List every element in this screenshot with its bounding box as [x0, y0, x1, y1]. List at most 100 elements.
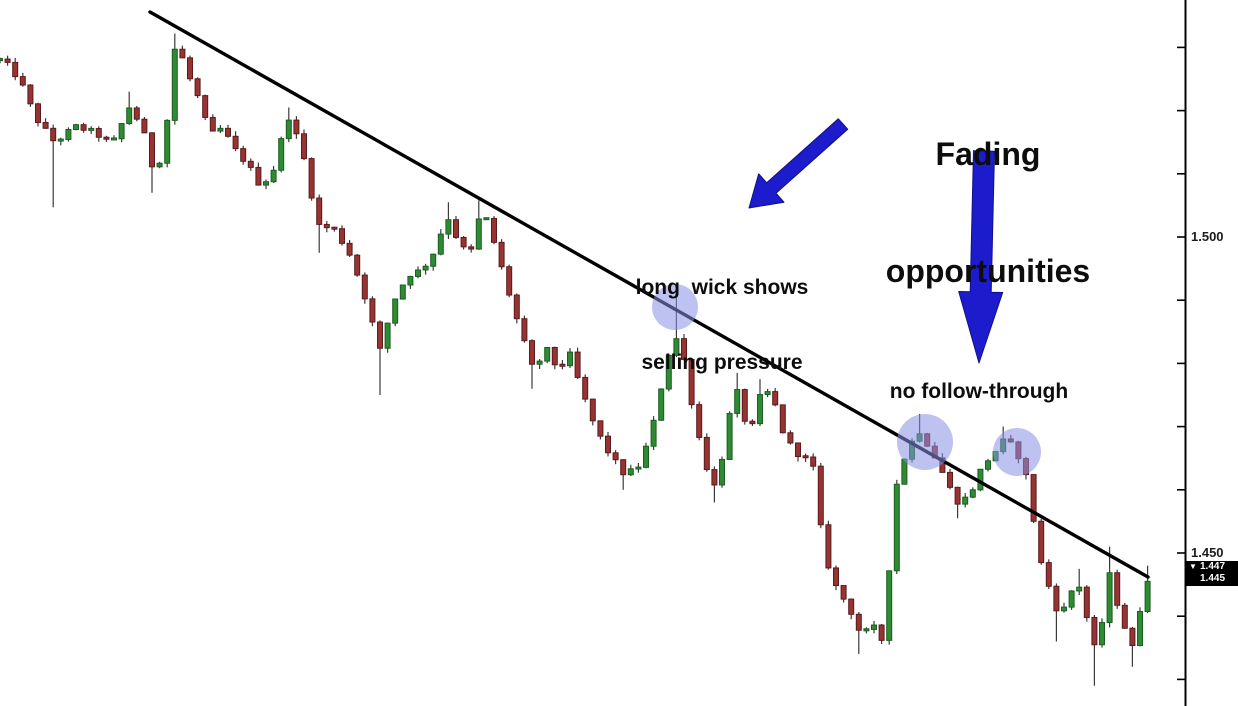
bull-candle: [392, 298, 399, 324]
bull-candle: [164, 119, 171, 164]
down-triangle-icon: ▼: [1189, 562, 1197, 572]
bull-candle: [399, 284, 406, 300]
bull-candle: [985, 460, 991, 470]
highlight-circle: [897, 414, 953, 470]
bear-candle: [1121, 604, 1128, 629]
bear-candle: [681, 338, 687, 360]
bull-candle: [658, 388, 665, 421]
bear-candle: [1045, 562, 1052, 587]
bull-candle: [764, 391, 771, 396]
arrow-to-no-follow-icon: [958, 150, 1004, 364]
bear-candle: [141, 118, 148, 134]
bear-candle: [453, 219, 459, 238]
bear-candle: [741, 389, 748, 422]
bull-candle: [0, 58, 3, 62]
bear-candle: [316, 197, 323, 225]
bear-candle: [19, 76, 26, 86]
bear-candle: [513, 294, 520, 320]
bear-candle: [255, 166, 262, 186]
bull-candle: [1137, 611, 1143, 647]
bull-candle: [627, 468, 634, 476]
bull-candle: [111, 137, 117, 141]
bull-candle: [734, 389, 741, 414]
bull-candle: [1106, 572, 1113, 623]
bear-candle: [1129, 627, 1136, 647]
bear-candle: [103, 136, 110, 140]
bear-candle: [202, 95, 209, 118]
candles-layer: [0, 33, 1151, 686]
price-label-1450: 1.450: [1191, 545, 1224, 560]
bear-candle: [42, 121, 49, 129]
bull-candle: [278, 138, 285, 171]
bull-candle: [57, 138, 64, 142]
bear-candle: [1030, 474, 1037, 522]
bear-candle: [301, 133, 307, 160]
bull-candle: [893, 483, 900, 572]
bear-candle: [95, 128, 102, 138]
bear-candle: [582, 376, 589, 400]
bear-candle: [772, 391, 779, 406]
bear-candle: [491, 217, 497, 243]
bull-candle: [886, 570, 893, 641]
bear-candle: [506, 266, 513, 296]
bull-candle: [969, 489, 976, 498]
bear-candle: [27, 84, 34, 105]
bear-candle: [308, 158, 315, 199]
bear-candle: [4, 58, 11, 63]
bull-candle: [650, 419, 657, 447]
current-price-box: ▼ 1.447 1.445: [1186, 561, 1238, 587]
bull-candle: [719, 458, 725, 486]
bear-candle: [149, 132, 155, 168]
bear-candle: [377, 321, 383, 349]
bear-candle: [1083, 586, 1090, 618]
bull-candle: [217, 127, 224, 132]
bear-candle: [612, 452, 619, 461]
bear-candle: [369, 298, 376, 323]
bull-candle: [263, 181, 269, 186]
bull-candle: [1076, 586, 1083, 592]
bull-candle: [415, 269, 421, 277]
bear-candle: [194, 78, 201, 97]
highlight-circles-layer: [652, 284, 1041, 476]
bull-candle: [643, 445, 649, 468]
bear-candle: [810, 456, 817, 467]
bear-candle: [878, 624, 885, 641]
bull-candle: [673, 338, 680, 356]
bear-candle: [688, 358, 695, 406]
bear-candle: [817, 465, 824, 526]
bull-candle: [88, 127, 95, 131]
bear-candle: [346, 242, 353, 256]
bear-candle: [605, 435, 611, 454]
bull-candle: [1061, 606, 1067, 612]
bull-candle: [422, 265, 429, 271]
fading-line-1: Fading: [935, 136, 1041, 172]
bear-candle: [498, 241, 505, 268]
bear-candle: [521, 318, 528, 342]
bull-candle: [156, 162, 163, 168]
price-box-value-top: 1.447: [1200, 561, 1226, 573]
bull-candle: [437, 233, 444, 255]
bear-candle: [240, 148, 247, 162]
bull-candle: [126, 107, 133, 125]
descending-trendline: [148, 10, 1150, 579]
bull-candle: [871, 624, 877, 630]
highlight-circle: [652, 284, 698, 330]
bull-candle: [726, 412, 733, 460]
bear-candle: [787, 432, 794, 444]
bull-candle: [118, 123, 125, 140]
bull-candle: [567, 351, 573, 367]
bull-candle: [1099, 621, 1105, 646]
arrow-to-long-wick-icon: [748, 118, 849, 209]
bull-candle: [901, 458, 908, 485]
bear-candle: [589, 398, 596, 422]
bear-candle: [947, 471, 953, 488]
bear-candle: [696, 404, 703, 438]
fading-line-2: opportunities: [885, 253, 1091, 289]
price-box-values: 1.447 1.445: [1200, 561, 1225, 585]
bear-candle: [1114, 572, 1121, 606]
bear-candle: [620, 459, 627, 476]
long-wick-line-2: selling pressure: [641, 351, 803, 374]
bear-candle: [50, 127, 57, 142]
bear-candle: [1091, 616, 1098, 646]
